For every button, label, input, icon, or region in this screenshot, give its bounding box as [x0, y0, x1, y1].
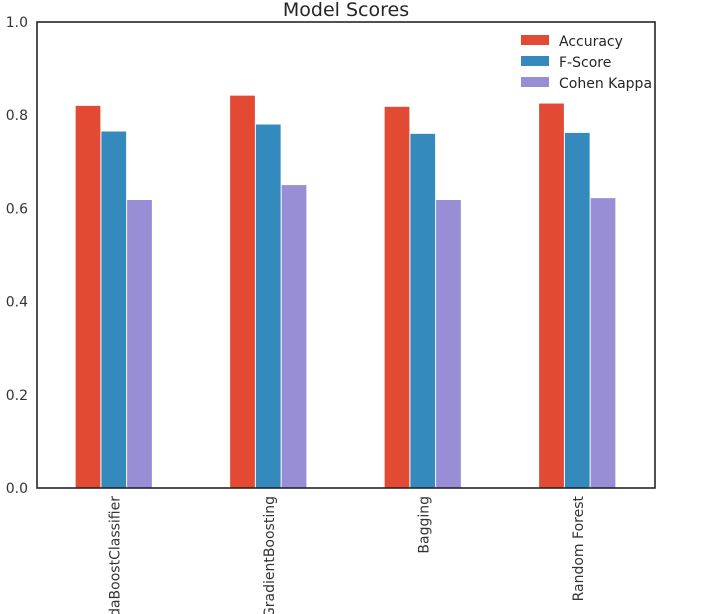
bar-cohen-kappa-bagging: [436, 200, 461, 488]
bar-accuracy-adaboostclassifier: [75, 105, 101, 488]
bar-cohen-kappa-gradientboosting: [281, 185, 307, 488]
legend-label: Cohen Kappa: [559, 76, 652, 92]
x-tick-label: Random Forest: [571, 496, 587, 602]
y-tick-label: 0.2: [6, 388, 28, 404]
legend-label: Accuracy: [559, 34, 623, 50]
y-tick-label: 1.0: [6, 15, 28, 31]
bar-accuracy-gradientboosting: [230, 95, 255, 488]
y-tick-label: 0.0: [6, 481, 28, 497]
x-tick-label: GradientBoosting: [262, 496, 278, 614]
legend-swatch: [521, 56, 549, 66]
legend: Accuracy F-Score Cohen Kappa: [521, 34, 652, 92]
bar-f-score-gradientboosting: [255, 124, 281, 489]
bars-group: [75, 95, 616, 489]
x-tick-label: AdaBoostClassifier: [107, 496, 123, 614]
bar-cohen-kappa-adaboostclassifier: [127, 200, 152, 488]
bar-cohen-kappa-random-forest: [590, 198, 616, 488]
y-tick-label: 0.6: [6, 201, 28, 217]
legend-swatch: [521, 77, 549, 87]
y-tick-label: 0.8: [6, 108, 28, 124]
bar-f-score-random-forest: [564, 132, 590, 488]
legend-label: F-Score: [559, 55, 611, 71]
bar-f-score-bagging: [410, 133, 436, 488]
y-tick-label: 0.4: [6, 295, 28, 311]
x-axis: AdaBoostClassifier GradientBoosting Baggin…: [107, 496, 587, 614]
bar-accuracy-bagging: [384, 106, 410, 488]
bar-accuracy-random-forest: [539, 103, 564, 489]
chart-title: Model Scores: [283, 0, 409, 21]
x-tick-label: Bagging: [416, 496, 432, 554]
bar-f-score-adaboostclassifier: [101, 131, 127, 488]
y-axis: 0.0 0.2 0.4 0.6 0.8 1.0: [6, 15, 28, 497]
legend-swatch: [521, 35, 549, 45]
plot-frame: [36, 21, 656, 489]
